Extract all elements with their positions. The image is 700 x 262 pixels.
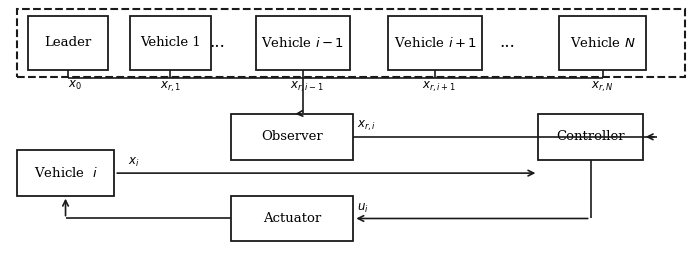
Text: Vehicle $i-1$: Vehicle $i-1$ (261, 36, 344, 50)
Bar (28, 16, 108, 70)
Text: Observer: Observer (262, 130, 323, 143)
Text: $x_0$: $x_0$ (68, 79, 82, 92)
Text: Actuator: Actuator (263, 212, 321, 225)
Bar (389, 16, 482, 70)
Bar (17, 9, 685, 77)
Text: $x_{r,i-1}$: $x_{r,i-1}$ (290, 79, 323, 94)
Text: $u_i$: $u_i$ (357, 201, 369, 215)
Bar (130, 16, 211, 70)
Bar (232, 196, 354, 241)
Text: Vehicle $N$: Vehicle $N$ (570, 36, 636, 50)
Text: Controller: Controller (556, 130, 625, 143)
Text: $x_{r,i+1}$: $x_{r,i+1}$ (422, 79, 456, 94)
Text: Vehicle  $i$: Vehicle $i$ (34, 166, 97, 180)
Text: ...: ... (210, 34, 225, 51)
Text: $x_{r,1}$: $x_{r,1}$ (160, 79, 181, 94)
Text: Vehicle $i+1$: Vehicle $i+1$ (394, 36, 477, 50)
Bar (538, 114, 643, 160)
Text: $x_i$: $x_i$ (128, 156, 140, 169)
Bar (256, 16, 350, 70)
Bar (232, 114, 354, 160)
Text: $x_{r,i}$: $x_{r,i}$ (357, 118, 376, 133)
Bar (17, 150, 114, 196)
Text: Vehicle 1: Vehicle 1 (140, 36, 201, 49)
Bar (559, 16, 646, 70)
Text: $x_{r,N}$: $x_{r,N}$ (592, 79, 614, 94)
Text: ...: ... (499, 34, 514, 51)
Text: Leader: Leader (44, 36, 92, 49)
